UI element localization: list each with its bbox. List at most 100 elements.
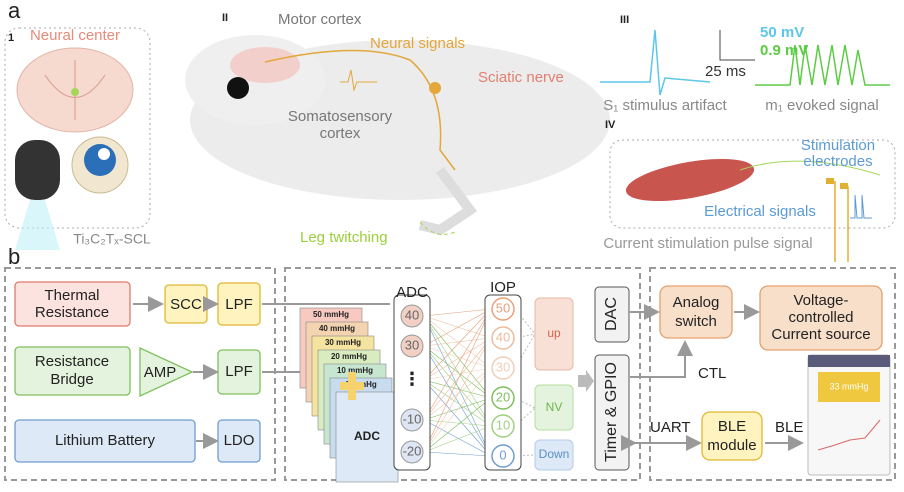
block	[759, 285, 883, 351]
evoked-label: m₁ evoked signal	[765, 97, 878, 114]
iop-title: IOP	[490, 279, 516, 296]
state-label: NV	[546, 400, 563, 414]
iris	[84, 144, 116, 176]
block-label: Bridge	[50, 371, 93, 388]
neuron	[71, 88, 79, 96]
phone-reading-box	[818, 372, 880, 402]
section-box	[284, 267, 641, 481]
pulse-signal-label: Current stimulation pulse signal	[603, 235, 812, 252]
block	[14, 281, 131, 327]
neuron-body	[429, 82, 441, 94]
block-label: Resistance	[35, 353, 109, 370]
sheet-label: 30 mmHg	[325, 338, 361, 347]
electrode	[840, 183, 848, 189]
sheet-label: 50 mmHg	[313, 310, 349, 319]
block-label: AMP	[144, 364, 177, 381]
panel-number: III	[620, 14, 629, 26]
adc-sheet	[335, 391, 399, 483]
block-label: module	[707, 437, 756, 454]
section-box	[649, 267, 896, 481]
iop-level: 40	[496, 329, 510, 344]
electrode-lead	[834, 181, 849, 262]
mapping-line	[514, 333, 536, 369]
block-label: SCC	[170, 296, 202, 313]
sheet-label: ADC	[354, 429, 380, 443]
artifact-label: S₁ stimulus artifact	[603, 97, 727, 114]
sheet-label: 40 mmHg	[319, 324, 355, 333]
motor-cortex-label: Motor cortex	[278, 11, 362, 28]
electrodes-label: electrodes	[803, 153, 872, 170]
adc-level: ⋮	[403, 369, 421, 389]
state-label: Down	[539, 447, 570, 461]
block-label: LPF	[225, 296, 253, 313]
phone-chart	[817, 419, 881, 451]
mapping-line	[423, 308, 492, 453]
block-label: LPF	[225, 363, 253, 380]
somatosensory-label: cortex	[320, 125, 361, 142]
panel-number: II	[222, 12, 228, 24]
mapping-line	[423, 345, 492, 399]
panel-number: 1	[8, 32, 14, 44]
block-label: Voltage-	[793, 292, 848, 309]
signal-spike	[340, 69, 377, 92]
sheet-label: 20 mmHg	[331, 352, 367, 361]
pulse-icon	[850, 194, 872, 219]
block-label: switch	[675, 313, 717, 330]
muscle	[625, 158, 755, 202]
uart-label: UART	[650, 419, 691, 436]
nerve-path	[264, 49, 456, 171]
electrical-signals-label: Electrical signals	[704, 203, 816, 220]
mapping-line	[423, 425, 492, 453]
iop-level: 10	[496, 417, 510, 432]
mapping-line	[423, 367, 492, 421]
electrodes-label: Stimulation	[801, 137, 875, 154]
evoked-trace	[755, 44, 890, 86]
mapping-line	[423, 345, 492, 427]
block-label: Lithium Battery	[55, 432, 156, 449]
section-box	[4, 267, 276, 481]
mapping-line	[423, 367, 492, 453]
block-label: BLE	[718, 418, 746, 435]
mapping-line	[423, 379, 492, 457]
neural-center-label: Neural center	[30, 27, 120, 44]
phone-bar	[808, 355, 890, 367]
mapping-line	[423, 308, 492, 421]
mapping-line	[423, 337, 492, 347]
arrow-icon	[578, 370, 594, 392]
mapping-line	[423, 345, 492, 369]
mapping-line	[423, 379, 492, 399]
iop-level: 50	[496, 300, 510, 315]
state-label: up	[547, 326, 561, 340]
phone-reading: 33 mmHg	[829, 381, 868, 391]
iop-node	[491, 386, 515, 410]
mapping-line	[423, 337, 492, 421]
mapping-line	[423, 397, 492, 421]
neural-signals-label: Neural signals	[370, 35, 465, 52]
panel-box	[609, 139, 896, 229]
material-label: Ti₃C₂Tₓ-SCL	[73, 231, 151, 247]
block-label: DAC	[603, 297, 620, 331]
mapping-line	[423, 419, 492, 427]
rat-brain	[230, 47, 300, 83]
state-box	[534, 297, 574, 371]
mapping-line	[423, 451, 492, 457]
adc-level: 40	[405, 307, 419, 322]
adc-node	[400, 334, 424, 358]
panel-label: a	[8, 0, 21, 23]
state-box	[534, 439, 574, 471]
block-label: Resistance	[35, 304, 109, 321]
rat-eye	[227, 77, 249, 99]
iop-node	[491, 414, 515, 438]
iop-level: 30	[496, 359, 510, 374]
block	[14, 346, 131, 396]
mapping-line	[423, 308, 492, 381]
scale-time: 25 ms	[705, 63, 746, 80]
panel-number: IV	[605, 119, 616, 131]
mapping-line	[423, 419, 492, 457]
mapping-line	[423, 345, 492, 457]
ctl-label: CTL	[698, 365, 726, 382]
block-label: LDO	[224, 432, 255, 449]
